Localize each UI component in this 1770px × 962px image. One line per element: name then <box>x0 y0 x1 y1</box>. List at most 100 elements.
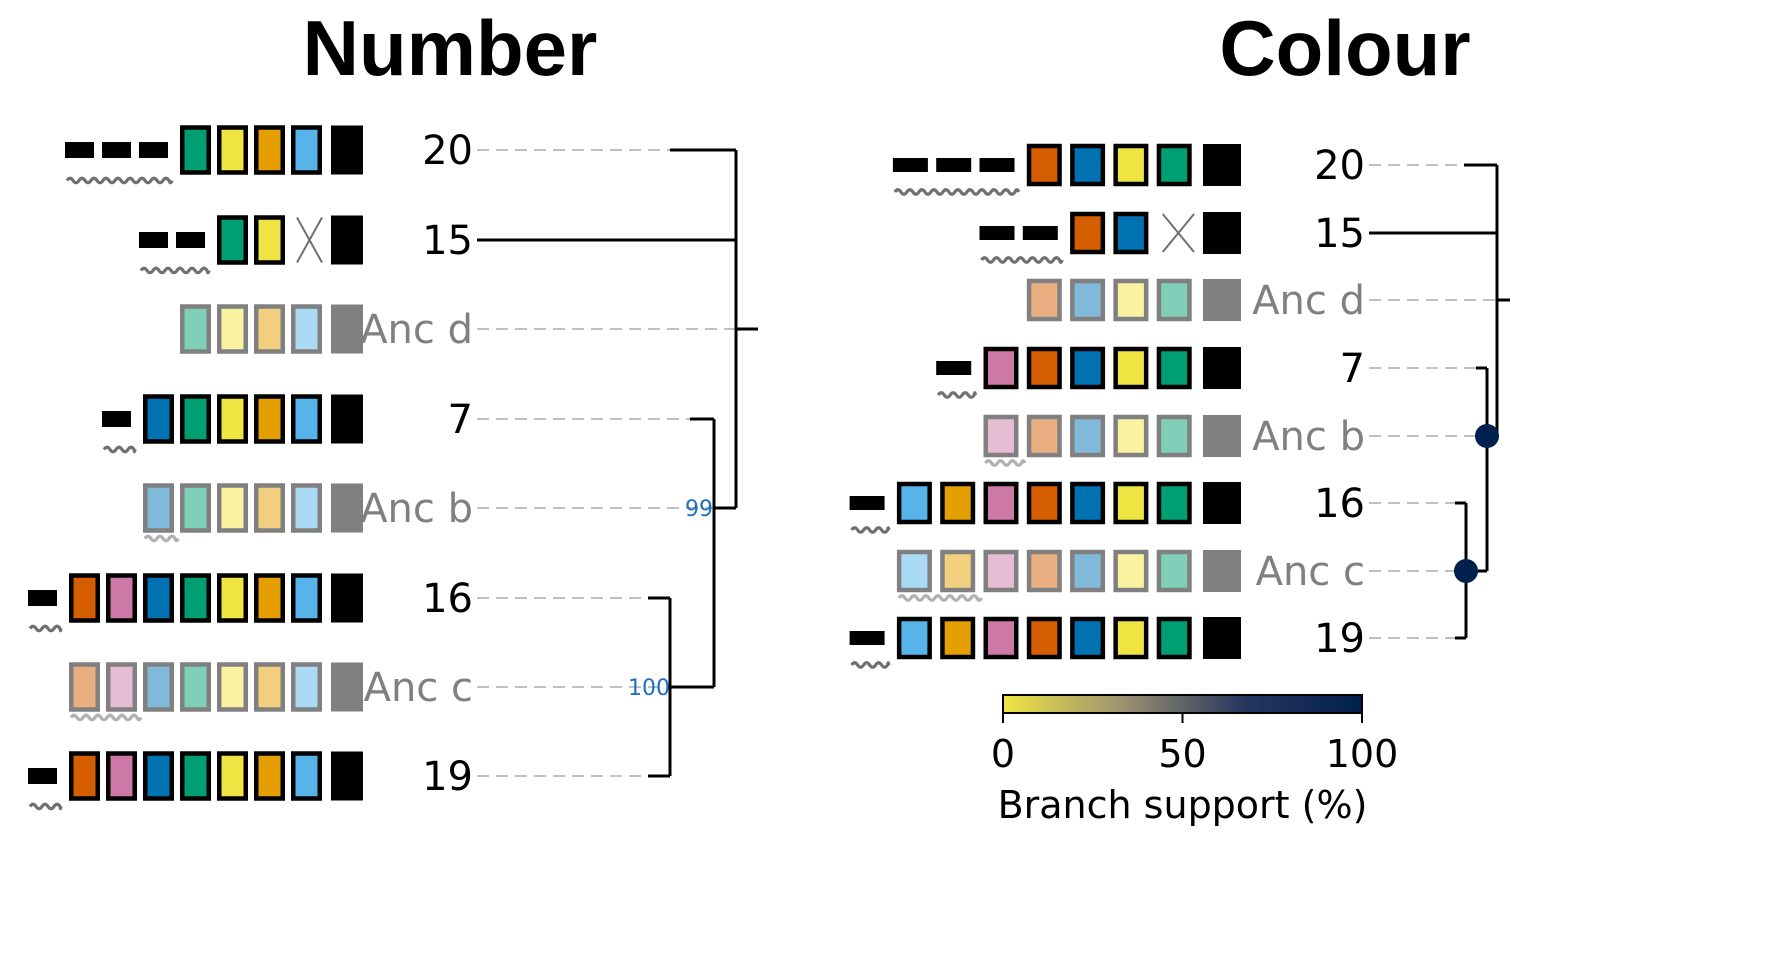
deletion-bar <box>102 411 131 427</box>
state-box-vermillion <box>1026 346 1062 390</box>
colorbar-tick-label: 50 <box>1158 732 1206 776</box>
state-box-pink <box>983 346 1019 390</box>
state-box-green <box>1156 616 1192 660</box>
state-box-green <box>180 483 211 533</box>
state-box-green <box>217 215 248 265</box>
deletion-bar <box>139 232 168 248</box>
state-box-yellow <box>1113 481 1149 525</box>
state-box-green <box>180 573 211 623</box>
state-box-vermillion <box>69 751 100 801</box>
state-box-pink <box>983 616 1019 660</box>
indel-wave <box>143 534 180 543</box>
tip-label: 7 <box>1340 346 1365 392</box>
lost-state-cross <box>296 217 323 263</box>
state-box-yellow <box>1113 346 1149 390</box>
terminal-block <box>1203 550 1241 592</box>
panel-title-colour: Colour <box>1219 4 1470 92</box>
state-box-vermillion <box>69 662 100 712</box>
terminal-block <box>331 215 363 265</box>
panel-title-number: Number <box>303 4 598 92</box>
deletion-bar <box>936 361 972 375</box>
state-box-pink <box>983 481 1019 525</box>
state-box-blue <box>1070 346 1106 390</box>
state-box-blue <box>143 751 174 801</box>
state-box-blue <box>1070 616 1106 660</box>
support-value-label: 100 <box>628 676 670 701</box>
tip-label: 7 <box>448 397 473 443</box>
colour-panel: 20 15 Anc d 7 Anc b 16 Anc c 19 <box>849 143 1510 669</box>
state-box-orange <box>940 481 976 525</box>
support-node-marker <box>1475 424 1499 448</box>
tip-row: 20 <box>65 125 473 185</box>
ancestral-node-row: Anc d <box>180 304 473 354</box>
colour-tree <box>1369 163 1510 640</box>
ancestral-node-row: Anc d <box>1026 278 1365 324</box>
state-box-vermillion <box>1026 143 1062 187</box>
branch-support-colorbar: 0 50 100 Branch support (%) <box>991 694 1399 827</box>
state-box-skyblue <box>291 304 322 354</box>
terminal-block <box>1203 212 1241 254</box>
state-box-green <box>1156 278 1192 322</box>
tip-label: 15 <box>422 218 473 264</box>
ancestral-node-row: Anc b <box>143 483 473 543</box>
state-box-blue <box>143 483 174 533</box>
state-box-orange <box>254 751 285 801</box>
tip-label: Anc d <box>1252 278 1365 324</box>
indel-wave <box>984 459 1027 467</box>
state-box-yellow <box>217 662 248 712</box>
indel-wave <box>850 661 891 669</box>
state-box-yellow <box>1113 143 1149 187</box>
state-box-pink <box>106 573 137 623</box>
state-box-blue <box>1070 481 1106 525</box>
state-box-yellow <box>254 215 285 265</box>
ancestral-node-row: Anc b <box>983 414 1365 467</box>
deletion-bar <box>849 496 885 510</box>
state-box-vermillion <box>1026 414 1062 458</box>
state-box-orange <box>254 125 285 175</box>
tip-row: 19 <box>849 616 1365 669</box>
state-box-pink <box>106 662 137 712</box>
state-box-green <box>180 304 211 354</box>
state-box-vermillion <box>1026 278 1062 322</box>
terminal-block <box>331 483 363 533</box>
state-box-orange <box>254 662 285 712</box>
state-box-blue <box>143 573 174 623</box>
deletion-bar <box>1022 226 1058 240</box>
state-box-yellow <box>217 573 248 623</box>
deletion-bar <box>979 226 1015 240</box>
state-box-blue <box>143 394 174 444</box>
state-box-orange <box>254 394 285 444</box>
state-box-green <box>1156 549 1192 593</box>
colorbar-tick-label: 100 <box>1326 732 1399 776</box>
state-box-skyblue <box>291 751 322 801</box>
state-box-green <box>180 662 211 712</box>
state-box-blue <box>143 662 174 712</box>
terminal-block <box>331 125 363 175</box>
tip-row: 16 <box>849 481 1365 534</box>
state-box-yellow <box>1113 549 1149 593</box>
state-box-vermillion <box>1026 616 1062 660</box>
deletion-bar <box>28 768 57 784</box>
deletion-bar <box>139 142 168 158</box>
terminal-block <box>331 573 363 623</box>
terminal-block <box>1203 144 1241 186</box>
state-box-blue <box>1070 414 1106 458</box>
state-box-yellow <box>217 394 248 444</box>
tip-label: Anc c <box>364 665 473 711</box>
number-tree: 99 100 <box>477 148 758 778</box>
state-box-orange <box>254 304 285 354</box>
indel-wave <box>28 624 63 633</box>
terminal-block <box>1203 617 1241 659</box>
state-box-skyblue <box>291 662 322 712</box>
tip-label: 15 <box>1314 211 1365 257</box>
tip-row: 7 <box>102 394 473 454</box>
indel-wave <box>28 802 63 811</box>
tip-row: 19 <box>28 751 473 811</box>
state-box-yellow <box>217 125 248 175</box>
state-box-yellow <box>217 483 248 533</box>
state-box-blue <box>1113 211 1149 255</box>
state-box-yellow <box>1113 278 1149 322</box>
colorbar-tick-label: 0 <box>991 732 1015 776</box>
deletion-bar <box>102 142 131 158</box>
tip-row: 16 <box>28 573 473 633</box>
